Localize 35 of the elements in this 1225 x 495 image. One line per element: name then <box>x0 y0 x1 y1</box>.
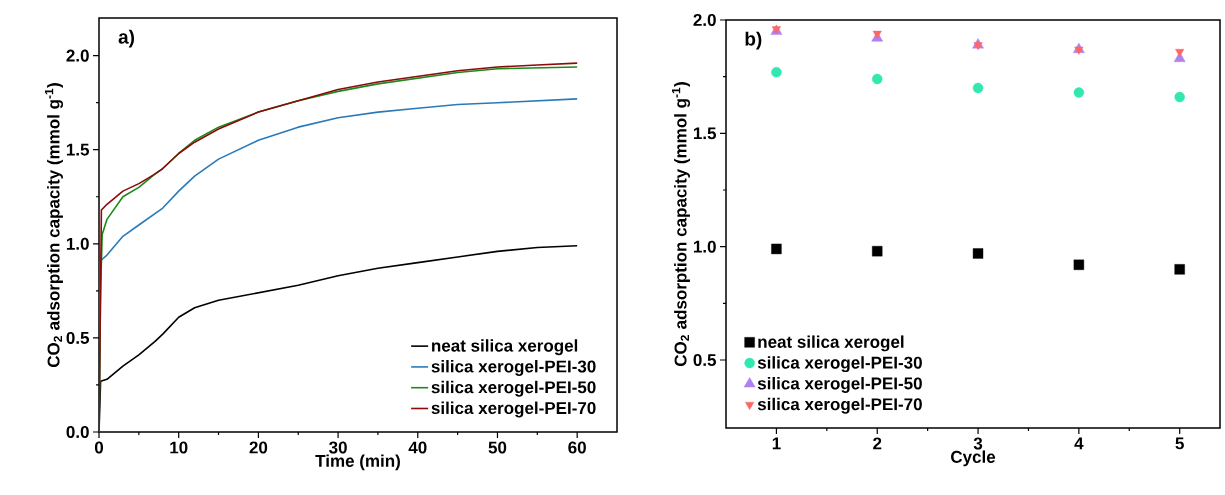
y-axis-title: CO$_{2}$ adsorption capacity (mmol g$^{-1}$) <box>44 83 64 368</box>
y-tick-label: 2.0 <box>66 49 89 62</box>
x-tick-label: 1 <box>772 437 781 450</box>
y-axis-title: CO$_{2}$ adsorption capacity (mmol g$^{-1}$) <box>671 82 691 367</box>
x-tick-label: 30 <box>329 441 347 454</box>
legend-label: silica xerogel-PEI-30 <box>757 356 922 373</box>
x-tick-label: 50 <box>488 441 507 454</box>
legend-label: neat silica xerogel <box>758 335 904 352</box>
x-tick-label: 60 <box>568 441 586 454</box>
y-tick-label: 0.5 <box>66 331 90 344</box>
annotation: b) <box>745 31 762 50</box>
y-tick-label: 0.5 <box>693 353 717 367</box>
y-tick-label: 1.5 <box>66 143 90 156</box>
y-tick-label: 0.0 <box>66 425 89 439</box>
legend-label: silica xerogel-PEI-50 <box>757 376 922 393</box>
annotation: a) <box>118 29 134 48</box>
x-tick-label: 10 <box>170 441 188 454</box>
x-tick-label: 5 <box>1175 437 1184 450</box>
x-tick-label: 2 <box>873 437 882 450</box>
y-tick-label: 2.0 <box>693 13 716 27</box>
x-tick-label: 4 <box>1074 437 1084 450</box>
y-tick-label: 1.0 <box>66 237 89 250</box>
legend-label: silica xerogel-PEI-50 <box>431 380 596 397</box>
x-axis-title: Cycle <box>951 450 996 467</box>
x-tick-label: 20 <box>249 441 268 454</box>
x-axis-title: Time (min) <box>315 454 400 471</box>
x-tick-label: 0 <box>94 441 104 454</box>
x-tick-label: 40 <box>408 441 427 454</box>
legend-label: silica xerogel-PEI-70 <box>757 397 922 414</box>
legend-label: silica xerogel-PEI-30 <box>431 360 596 376</box>
legend-label: neat silica xerogel <box>432 339 578 356</box>
x-tick-label: 3 <box>973 437 983 450</box>
y-tick-label: 1.5 <box>693 127 717 140</box>
y-tick-label: 1.0 <box>693 240 716 253</box>
legend-label: silica xerogel-PEI-70 <box>431 401 596 418</box>
